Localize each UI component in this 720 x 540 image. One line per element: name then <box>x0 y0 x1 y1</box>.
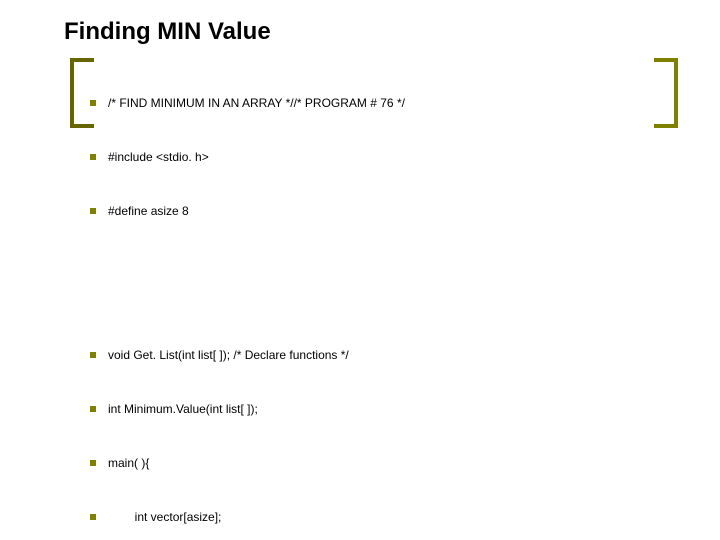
bullet-icon <box>90 208 96 214</box>
code-text: #define asize 8 <box>108 204 189 218</box>
bullet-icon <box>90 352 96 358</box>
bullet-icon <box>90 154 96 160</box>
code-text: int Minimum.Value(int list[ ]); <box>108 402 258 416</box>
bullet-icon <box>90 514 96 520</box>
bullet-icon <box>90 100 96 106</box>
bullet-icon <box>90 406 96 412</box>
blank-line <box>108 274 680 292</box>
code-line: main( ){ <box>108 454 680 472</box>
right-bracket-decoration <box>654 58 678 128</box>
code-text: void Get. List(int list[ ]); /* Declare … <box>108 348 349 362</box>
code-text: main( ){ <box>108 456 149 470</box>
code-line: #define asize 8 <box>108 202 680 220</box>
bullet-icon <box>90 460 96 466</box>
code-line: int Minimum.Value(int list[ ]); <box>108 400 680 418</box>
code-line: #include <stdio. h> <box>108 148 680 166</box>
code-line: int vector[asize]; <box>108 508 680 526</box>
left-bracket-decoration <box>70 58 94 128</box>
code-text: int vector[asize]; <box>108 510 221 524</box>
code-line: /* FIND MINIMUM IN AN ARRAY *//* PROGRAM… <box>108 94 680 112</box>
slide: Finding MIN Value /* FIND MINIMUM IN AN … <box>0 0 720 540</box>
code-text: /* FIND MINIMUM IN AN ARRAY *//* PROGRAM… <box>108 96 405 110</box>
code-line: void Get. List(int list[ ]); /* Declare … <box>108 346 680 364</box>
code-block: /* FIND MINIMUM IN AN ARRAY *//* PROGRAM… <box>64 58 680 540</box>
code-text: #include <stdio. h> <box>108 150 209 164</box>
slide-title: Finding MIN Value <box>64 18 680 46</box>
